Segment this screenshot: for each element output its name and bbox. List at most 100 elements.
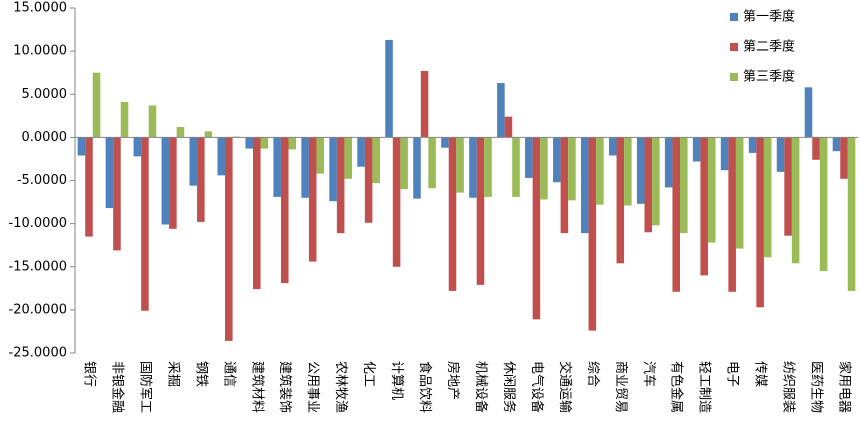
legend-label: 第一季度 bbox=[743, 9, 795, 25]
x-tick-label: 银行 bbox=[81, 361, 96, 387]
bar bbox=[329, 137, 337, 202]
bar bbox=[847, 137, 856, 291]
bar bbox=[141, 137, 149, 311]
bar bbox=[92, 72, 101, 138]
x-tick-label: 通信 bbox=[221, 361, 236, 387]
bar bbox=[176, 127, 185, 138]
x-tick-label: 化工 bbox=[361, 361, 376, 387]
bar bbox=[756, 137, 764, 308]
legend-swatch bbox=[730, 73, 738, 81]
bar bbox=[420, 70, 429, 138]
x-tick-label: 机械设备 bbox=[473, 361, 489, 413]
bar bbox=[148, 105, 157, 138]
x-tick-label: 纺织服装 bbox=[781, 361, 796, 413]
bar bbox=[189, 137, 198, 186]
bar bbox=[357, 137, 365, 167]
bar bbox=[540, 137, 548, 200]
x-tick-label: 商业贸易 bbox=[613, 361, 628, 413]
bar bbox=[553, 137, 561, 183]
bar bbox=[804, 87, 813, 138]
x-tick-label: 传媒 bbox=[753, 361, 768, 387]
x-tick-label: 轻工制造 bbox=[697, 361, 712, 413]
x-tick-label: 电子 bbox=[725, 361, 740, 387]
bar bbox=[217, 137, 226, 176]
bar bbox=[720, 137, 729, 171]
bar bbox=[469, 137, 477, 198]
bar bbox=[664, 137, 673, 188]
bar bbox=[133, 137, 142, 157]
x-tick-label: 房地产 bbox=[445, 361, 461, 400]
bar bbox=[532, 137, 541, 320]
bar bbox=[728, 137, 736, 292]
bar bbox=[484, 137, 492, 197]
bar bbox=[344, 137, 352, 179]
x-tick-label: 非银金融 bbox=[109, 361, 125, 413]
bar bbox=[707, 137, 716, 243]
y-tick-label: 0.0000 bbox=[22, 130, 68, 145]
bar bbox=[616, 137, 625, 264]
bar bbox=[161, 137, 170, 225]
bar bbox=[776, 137, 785, 172]
bar bbox=[413, 137, 421, 199]
bar bbox=[308, 137, 317, 262]
bar bbox=[624, 137, 632, 206]
y-tick-label: -15.0000 bbox=[9, 259, 67, 274]
bar bbox=[169, 137, 177, 229]
x-tick-label: 交通运输 bbox=[557, 361, 573, 413]
bar bbox=[568, 137, 576, 201]
bar bbox=[280, 137, 289, 284]
bar bbox=[400, 137, 408, 190]
legend-swatch bbox=[730, 43, 738, 51]
bar bbox=[700, 137, 708, 276]
bar bbox=[476, 137, 485, 285]
x-tick-label: 家用电器 bbox=[837, 361, 853, 413]
bar bbox=[784, 137, 792, 236]
bar bbox=[652, 137, 660, 226]
bar bbox=[636, 137, 645, 204]
bar bbox=[791, 137, 800, 264]
bar bbox=[581, 137, 589, 234]
bar bbox=[85, 137, 93, 237]
bar bbox=[316, 137, 325, 174]
legend-swatch bbox=[730, 13, 738, 21]
bar bbox=[336, 137, 345, 234]
y-tick-label: -25.0000 bbox=[9, 346, 67, 361]
bar bbox=[644, 137, 653, 233]
bar bbox=[301, 137, 309, 198]
bar bbox=[385, 39, 393, 138]
bar bbox=[812, 137, 820, 160]
bar bbox=[560, 137, 569, 234]
bar bbox=[273, 137, 281, 197]
bar bbox=[225, 137, 233, 341]
x-tick-label: 有色金属 bbox=[669, 361, 685, 413]
x-tick-label: 计算机 bbox=[389, 361, 404, 400]
bar bbox=[428, 137, 436, 189]
x-tick-label: 农林牧渔 bbox=[333, 361, 348, 413]
bar bbox=[596, 137, 604, 205]
y-tick-label: -10.0000 bbox=[9, 216, 67, 231]
legend-label: 第二季度 bbox=[743, 39, 795, 55]
y-tick-label: 5.0000 bbox=[22, 87, 68, 102]
bar bbox=[260, 137, 269, 149]
bar bbox=[441, 137, 449, 148]
y-tick-label: 15.0000 bbox=[13, 1, 67, 16]
legend-label: 第三季度 bbox=[743, 69, 795, 85]
bar bbox=[197, 137, 205, 222]
bar bbox=[120, 102, 129, 138]
bar bbox=[608, 137, 617, 156]
bar bbox=[832, 137, 841, 152]
x-tick-label: 综合 bbox=[585, 361, 600, 387]
bar bbox=[456, 137, 464, 193]
bar bbox=[364, 137, 373, 223]
bar bbox=[288, 137, 297, 150]
bar bbox=[204, 131, 213, 138]
bar bbox=[105, 137, 114, 209]
bar bbox=[763, 137, 772, 258]
bar bbox=[504, 116, 513, 138]
bar bbox=[77, 137, 86, 156]
y-tick-label: -20.0000 bbox=[9, 302, 67, 317]
bar bbox=[525, 137, 533, 178]
bar bbox=[588, 137, 597, 331]
bar bbox=[692, 137, 701, 162]
